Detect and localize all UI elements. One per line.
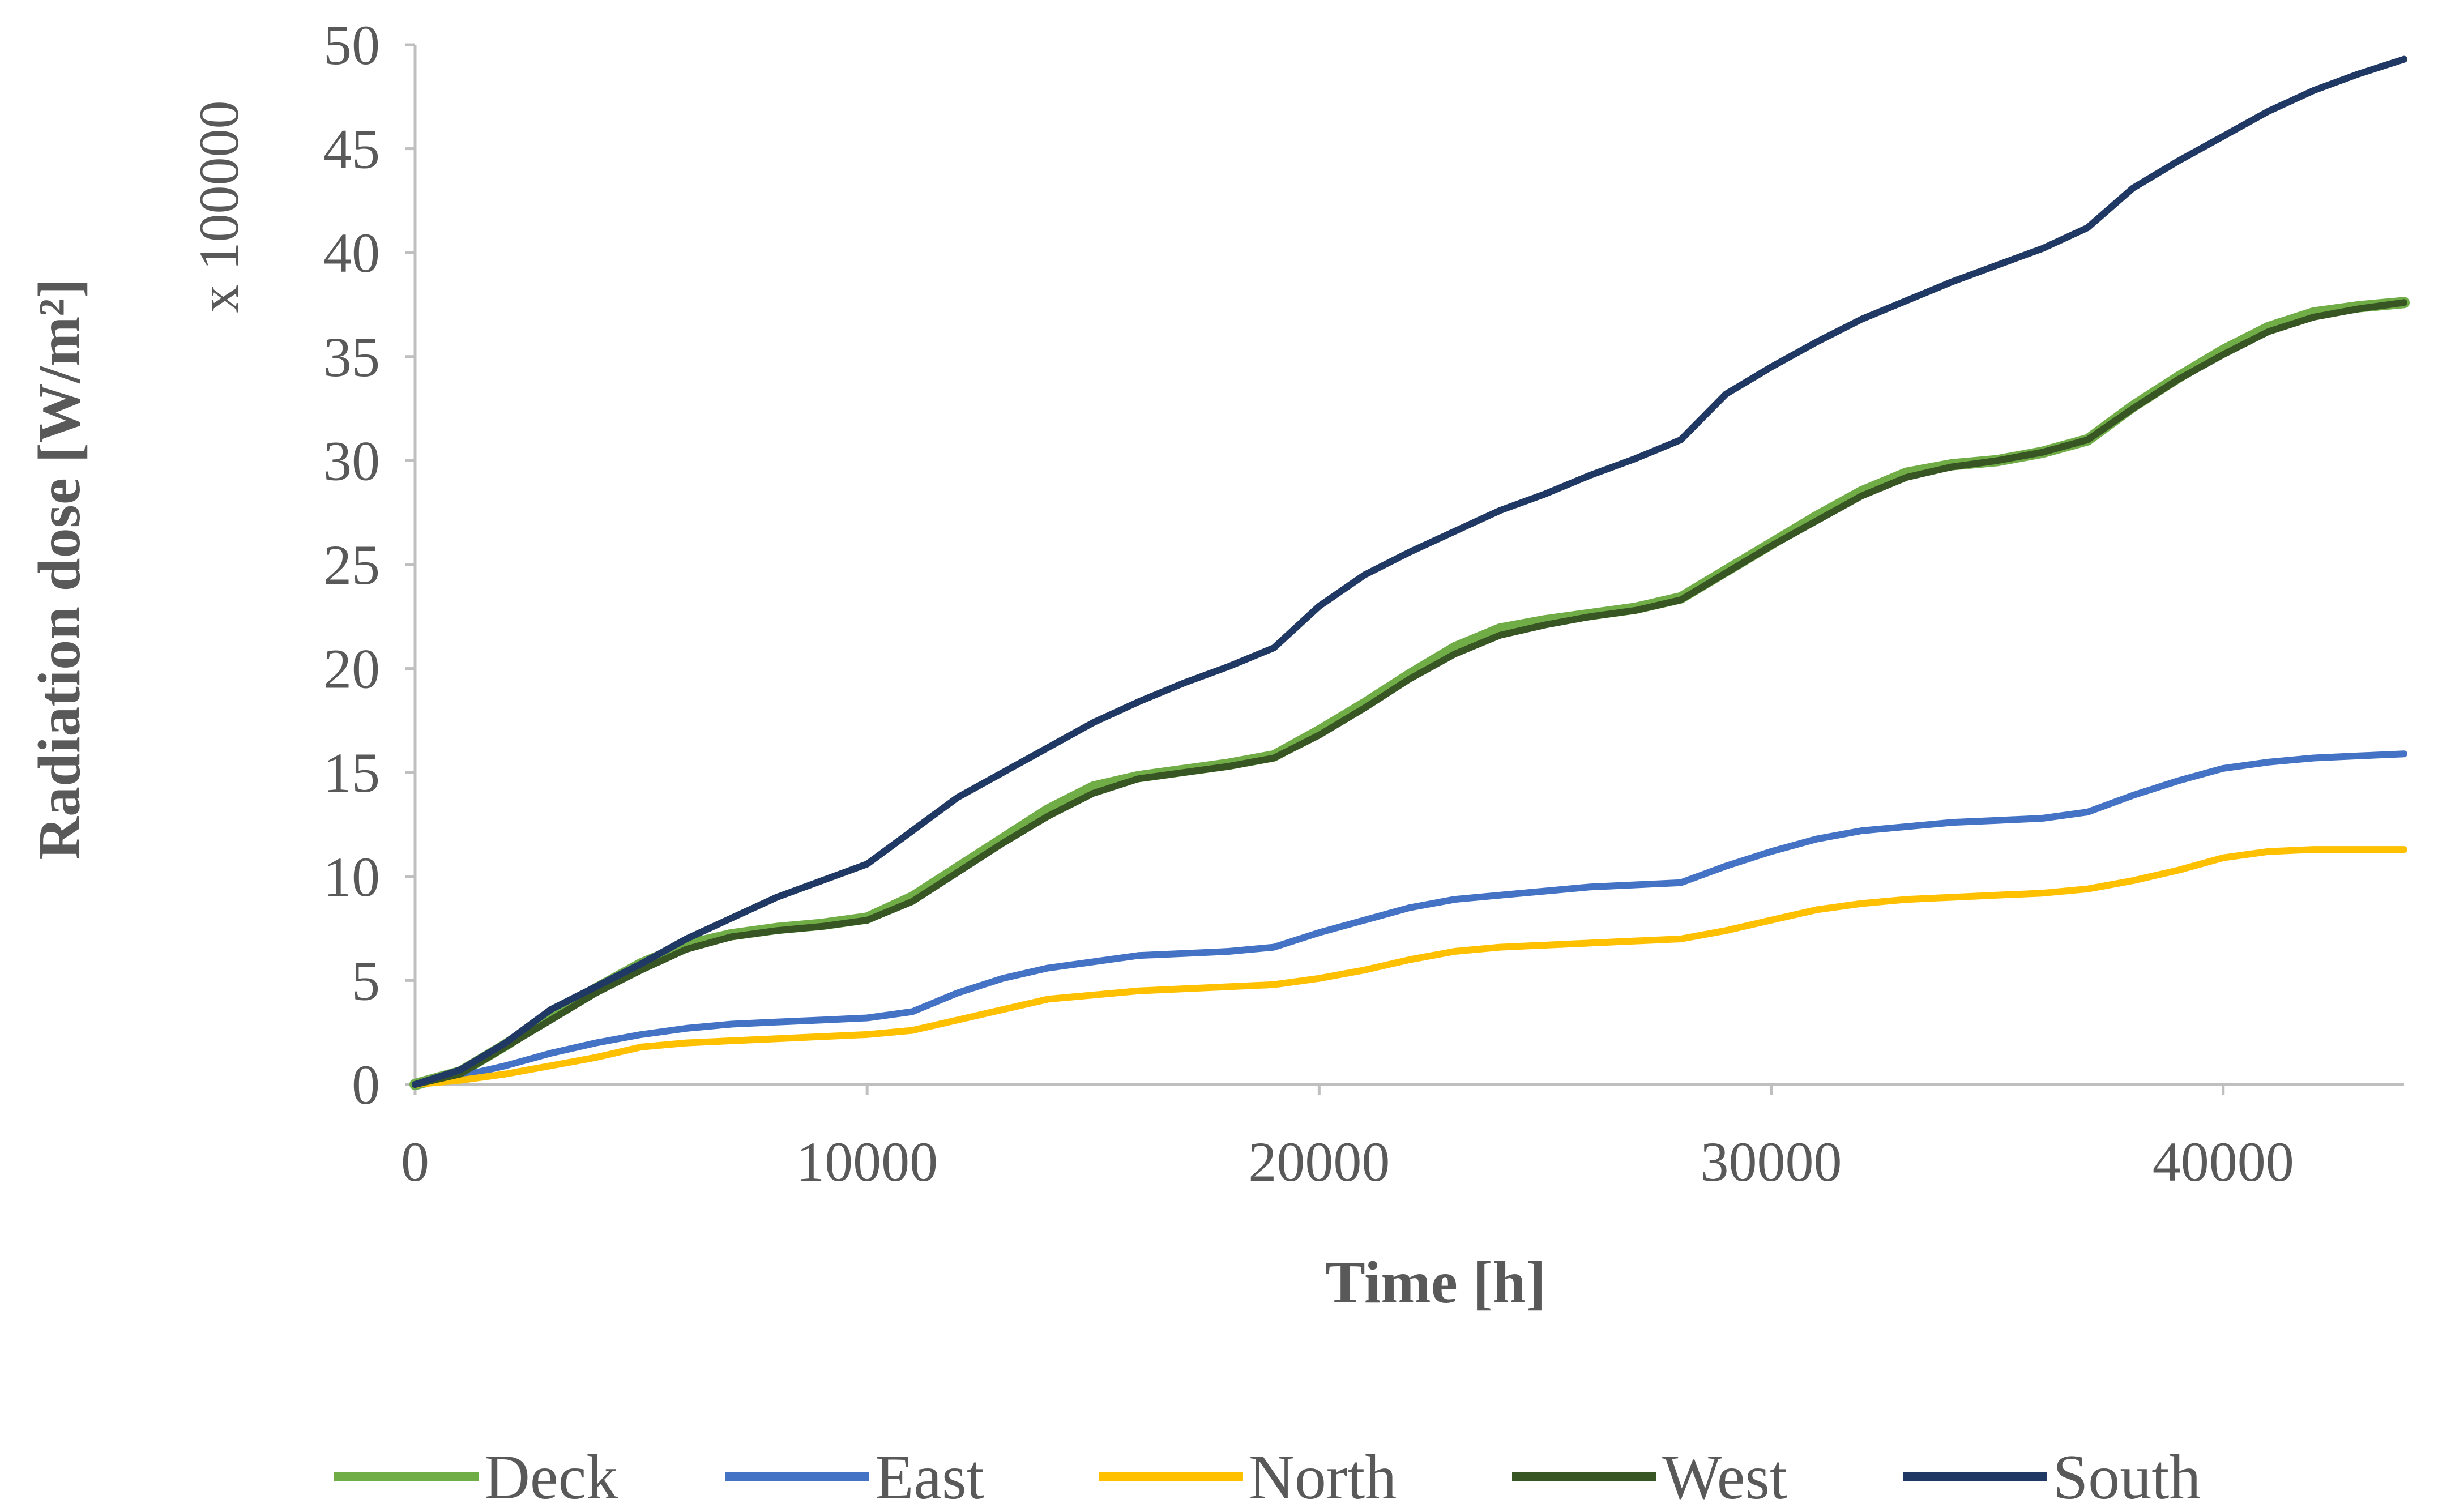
y-tick-label: 50 (323, 14, 380, 76)
x-tick-label: 10000 (796, 1130, 938, 1193)
x-tick-label: 40000 (2153, 1130, 2294, 1193)
x-tick-label: 30000 (1701, 1130, 1842, 1193)
legend-label-west: West (1662, 1442, 1787, 1509)
y-tick-label: 30 (323, 429, 380, 492)
x-tick-label: 20000 (1248, 1130, 1390, 1193)
x-axis-title: Time [h] (1325, 1249, 1546, 1315)
y-tick-label: 20 (323, 638, 380, 701)
y-tick-label: 25 (323, 533, 380, 596)
y-tick-label: 45 (323, 118, 380, 181)
legend-label-east: East (875, 1442, 984, 1509)
series-line-north (412, 846, 2407, 1088)
legend-label-north: North (1249, 1442, 1397, 1509)
y-tick-label: 35 (323, 326, 380, 388)
y-tick-label: 15 (323, 741, 380, 804)
y-axis-title: Radiation dose [W/m²] (26, 278, 92, 860)
series-layer (409, 55, 2410, 1090)
y-tick-label: 0 (352, 1053, 380, 1116)
tick-labels: 0 5 10 15 20 25 30 35 40 45 50 0 10000 20000 30000 4000… (323, 14, 2294, 1193)
series-line-deck (409, 297, 2410, 1090)
series-line-east (412, 750, 2407, 1088)
legend-label-deck: Deck (484, 1442, 618, 1509)
y-tick-label: 40 (323, 221, 380, 284)
axes (405, 43, 2404, 1095)
legend: Deck East North West South (334, 1442, 2201, 1512)
series-line-south (412, 55, 2407, 1088)
legend-label-south: South (2053, 1442, 2201, 1509)
series-line-west (412, 299, 2407, 1088)
y-tick-label: 5 (352, 949, 380, 1012)
x-tick-label: 0 (401, 1130, 429, 1193)
y-tick-label: 10 (323, 845, 380, 908)
y-multiplier-label: x 100000 (187, 101, 250, 313)
